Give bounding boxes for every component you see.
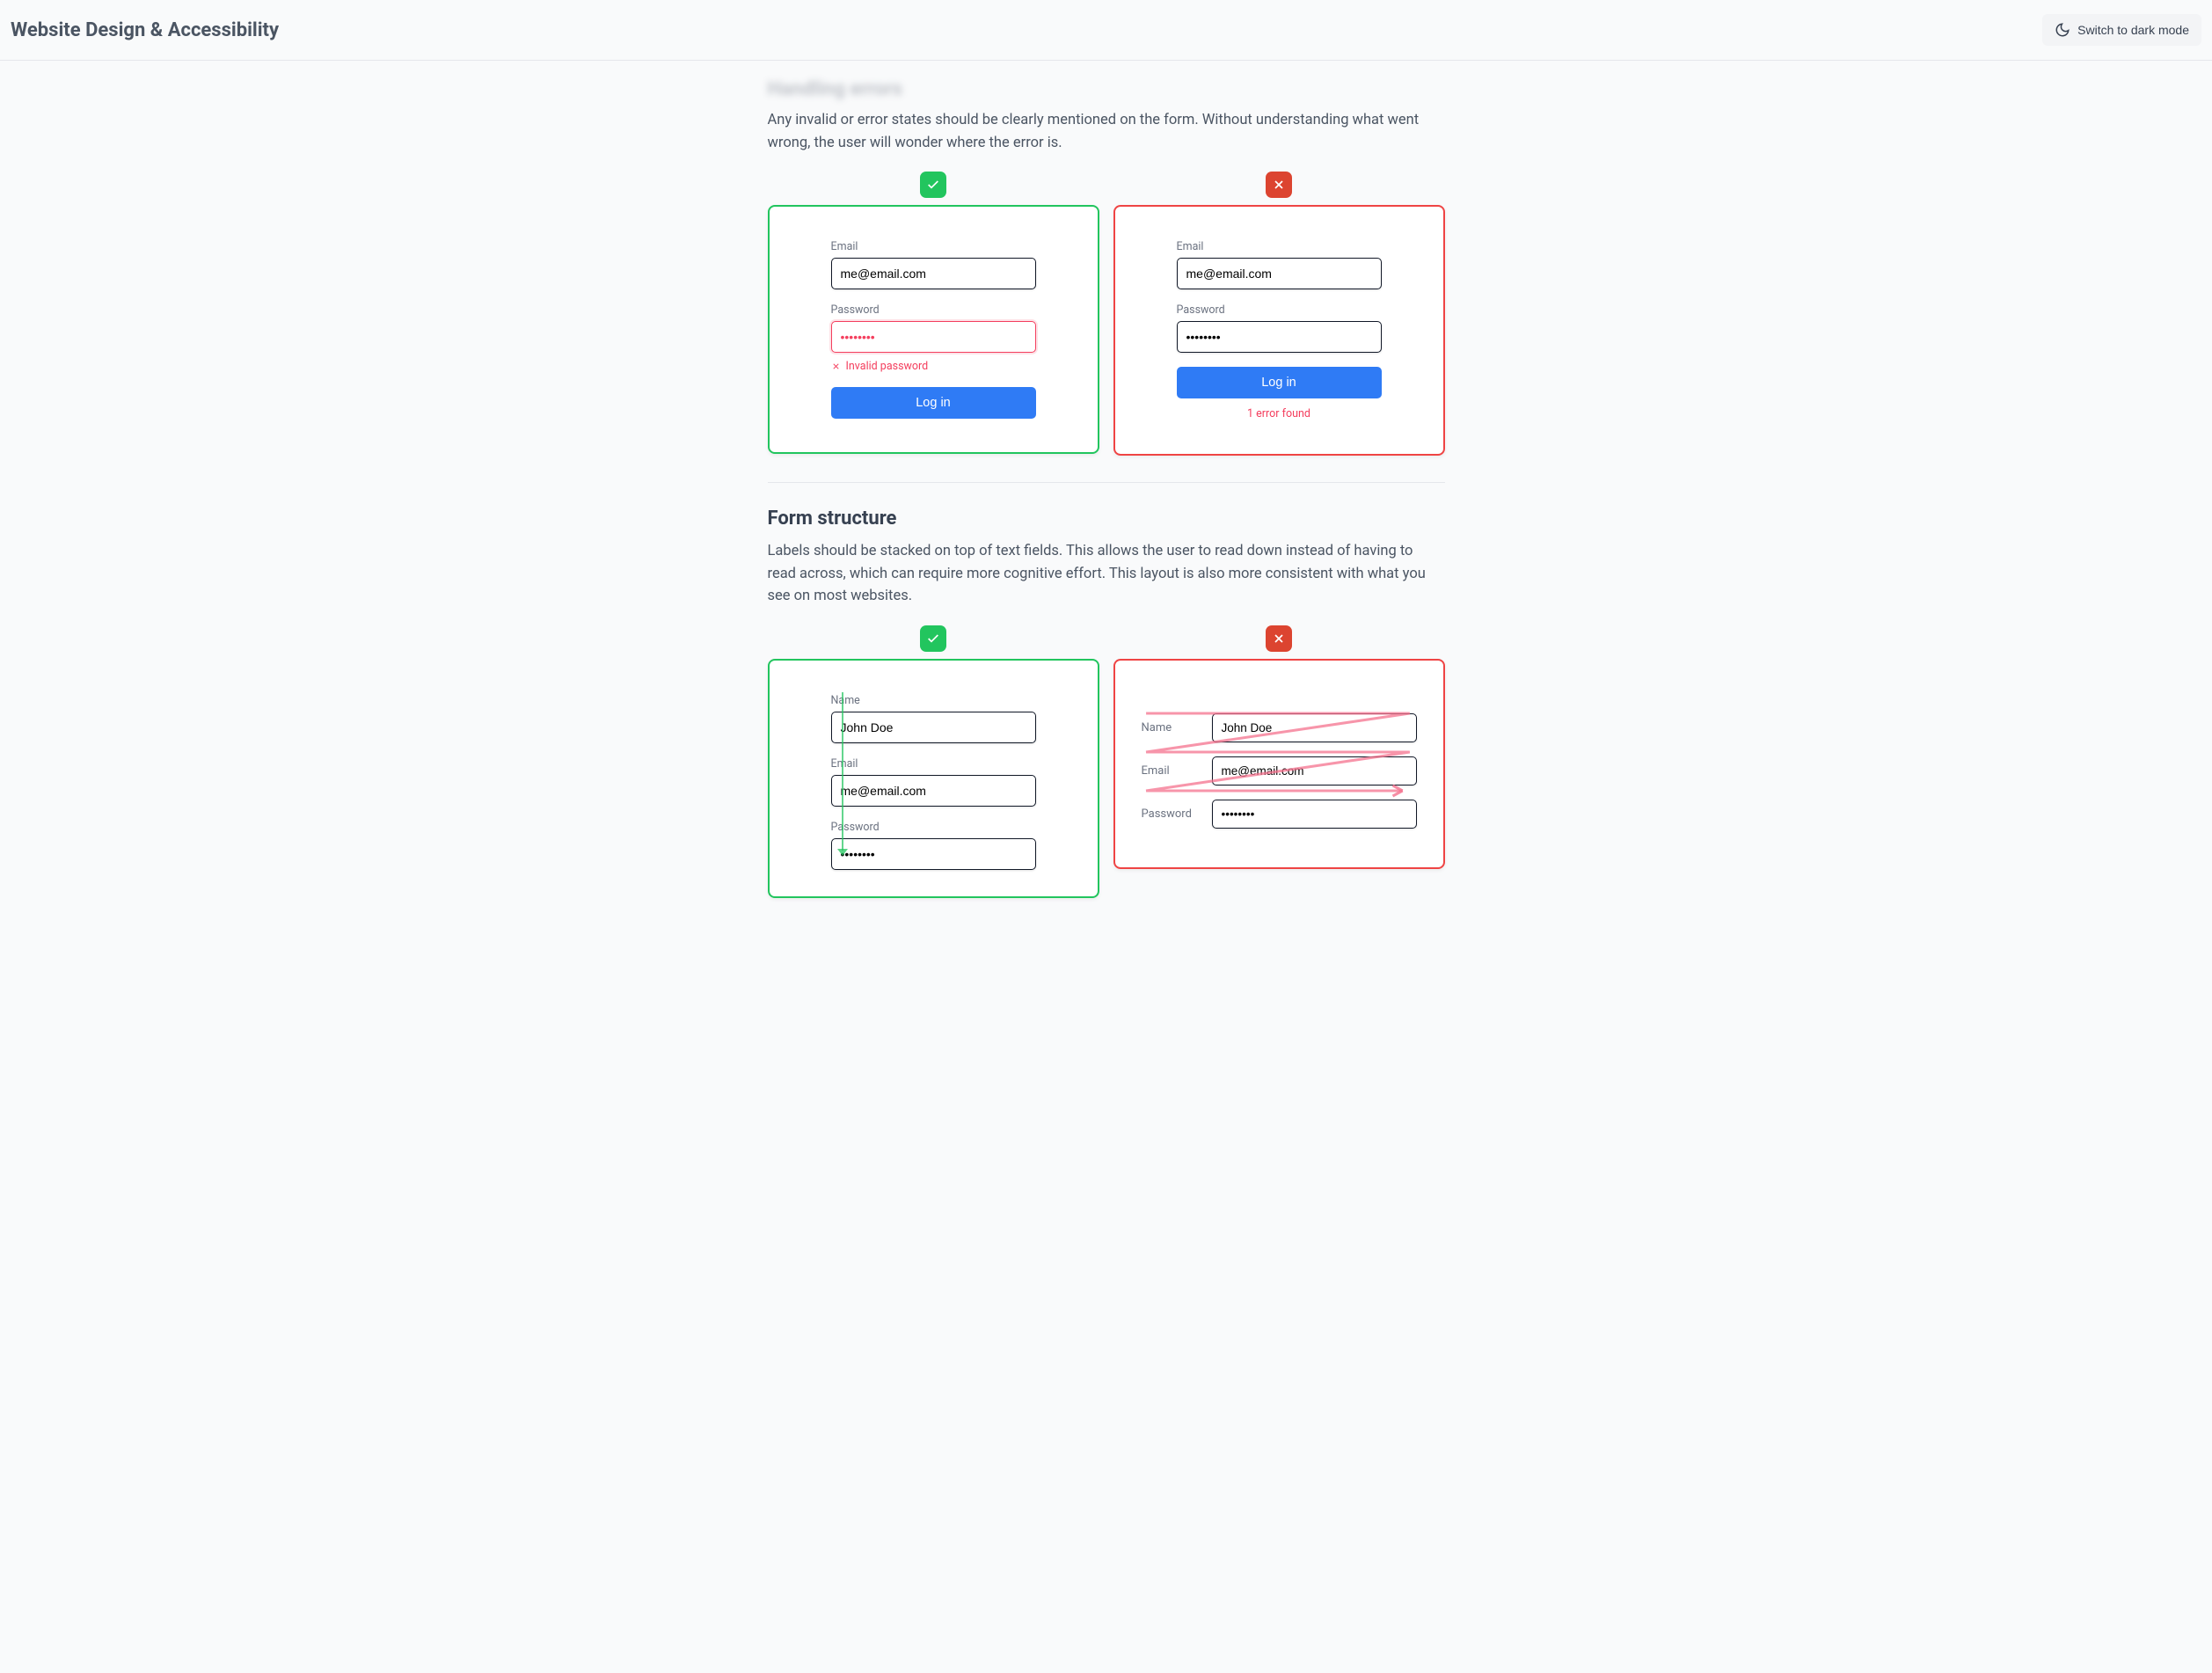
examples-row-1: Email Password Invalid password Log in [768, 172, 1445, 456]
section-description: Any invalid or error states should be cl… [768, 109, 1445, 154]
good-example-card: Name Email Password [768, 659, 1099, 898]
inline-error-message: Invalid password [831, 360, 1036, 373]
dark-mode-toggle[interactable]: Switch to dark mode [2042, 14, 2201, 46]
section-divider [768, 482, 1445, 483]
email-label: Email [1177, 240, 1382, 253]
name-label: Name [831, 694, 1036, 707]
password-field-group: Password [1177, 303, 1382, 353]
page-header: Website Design & Accessibility Switch to… [0, 0, 2212, 61]
password-label: Password [1177, 303, 1382, 317]
password-input[interactable] [1177, 321, 1382, 353]
password-label: Password [1142, 807, 1194, 821]
email-field-group: Email [831, 240, 1036, 289]
check-icon [926, 178, 940, 192]
password-field-group: Password [1142, 800, 1417, 829]
password-label: Password [831, 821, 1036, 834]
x-icon [1272, 178, 1286, 192]
name-label: Name [1142, 721, 1194, 734]
login-button[interactable]: Log in [831, 387, 1036, 419]
name-field-group: Name [1142, 713, 1417, 742]
section-form-structure: Form structure Labels should be stacked … [768, 508, 1445, 898]
x-icon [831, 362, 841, 371]
example-bad-col: Email Password Log in 1 error found [1113, 172, 1445, 456]
email-label: Email [831, 240, 1036, 253]
email-field-group: Email [1177, 240, 1382, 289]
section-handling-errors: Handling errors Any invalid or error sta… [768, 78, 1445, 456]
section-title-blurred: Handling errors [768, 78, 1445, 100]
bad-badge [1266, 625, 1292, 652]
dark-mode-label: Switch to dark mode [2077, 23, 2189, 37]
summary-error-text: 1 error found [1177, 407, 1382, 420]
page-title: Website Design & Accessibility [11, 19, 279, 41]
good-badge [920, 625, 946, 652]
login-button[interactable]: Log in [1177, 367, 1382, 398]
name-field-group: Name [831, 694, 1036, 743]
bad-badge [1266, 172, 1292, 198]
good-example-card: Email Password Invalid password Log in [768, 205, 1099, 454]
password-label: Password [831, 303, 1036, 317]
name-input[interactable] [1212, 713, 1417, 742]
examples-row-2: Name Email Password [768, 625, 1445, 898]
error-text: Invalid password [846, 360, 929, 373]
main-content: Handling errors Any invalid or error sta… [768, 61, 1445, 977]
x-icon [1272, 632, 1286, 646]
example-good-col: Email Password Invalid password Log in [768, 172, 1099, 456]
bad-example-card: Email Password Log in 1 error found [1113, 205, 1445, 456]
email-label: Email [831, 757, 1036, 771]
email-field-group: Email [1142, 756, 1417, 785]
email-input[interactable] [831, 775, 1036, 807]
email-input[interactable] [1177, 258, 1382, 289]
password-field-group: Password [831, 821, 1036, 870]
password-input[interactable] [831, 838, 1036, 870]
email-field-group: Email [831, 757, 1036, 807]
bad-example-card: Name Email Password [1113, 659, 1445, 869]
email-label: Email [1142, 764, 1194, 778]
email-input[interactable] [1212, 756, 1417, 785]
email-input[interactable] [831, 258, 1036, 289]
example-good-col: Name Email Password [768, 625, 1099, 898]
section-description: Labels should be stacked on top of text … [768, 540, 1445, 608]
section-title: Form structure [768, 508, 1445, 530]
password-field-group: Password Invalid password [831, 303, 1036, 373]
example-bad-col: Name Email Password [1113, 625, 1445, 898]
moon-icon [2055, 22, 2070, 38]
password-input[interactable] [831, 321, 1036, 353]
check-icon [926, 632, 940, 646]
name-input[interactable] [831, 712, 1036, 743]
password-input[interactable] [1212, 800, 1417, 829]
good-badge [920, 172, 946, 198]
